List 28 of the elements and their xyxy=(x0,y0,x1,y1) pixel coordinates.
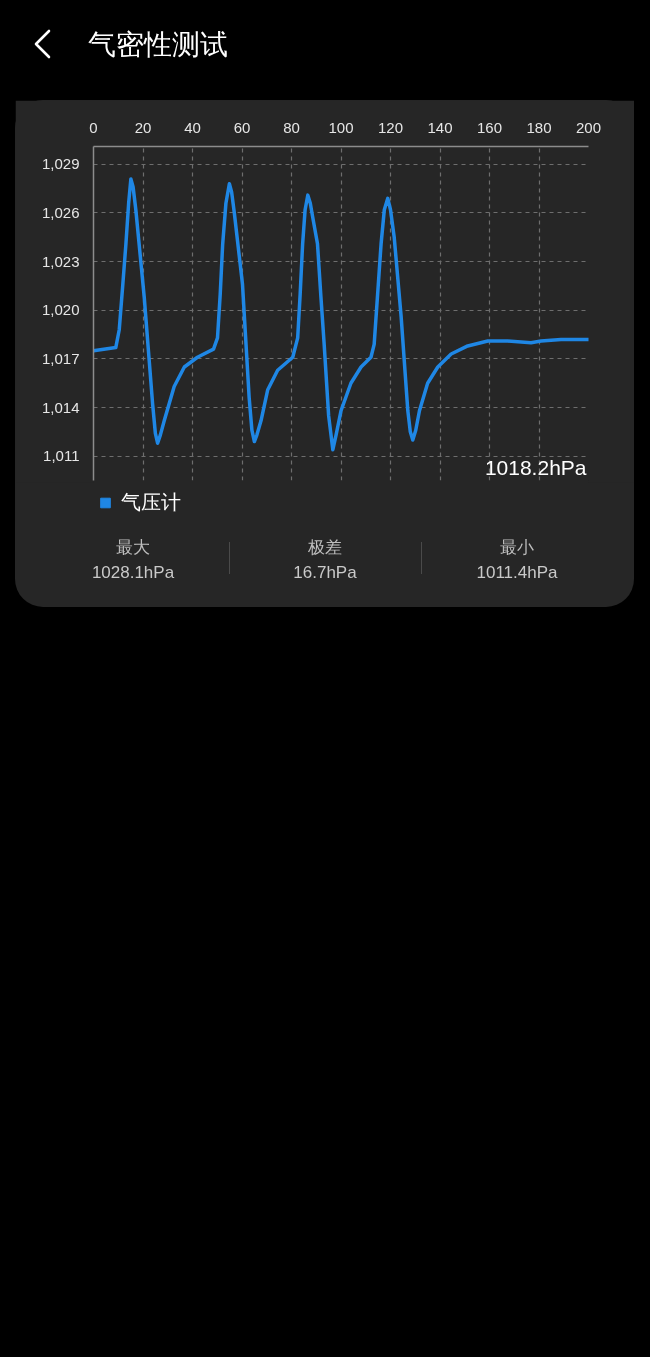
text: 极差 xyxy=(307,538,343,558)
y-tick-label: 1,011 xyxy=(43,447,80,465)
text: 1011.4hPa xyxy=(475,563,559,583)
legend-label: 气压计 xyxy=(121,489,181,515)
y-tick-label: 1,023 xyxy=(41,252,80,270)
y-tick-label: 1,014 xyxy=(41,398,80,416)
x-tick-label: 100 xyxy=(328,118,354,136)
text: 1028.1hPa xyxy=(90,563,176,583)
x-tick-label: 140 xyxy=(427,118,453,136)
x-tick-label: 20 xyxy=(134,118,152,136)
line-series xyxy=(93,177,589,452)
y-tick-label: 1,020 xyxy=(41,301,80,319)
x-tick-label: 60 xyxy=(233,118,251,136)
y-tick-label: 1,029 xyxy=(41,155,80,173)
text: 最大 xyxy=(115,538,151,558)
annotation: 1018.2hPa xyxy=(484,455,587,479)
x-tick-label: 120 xyxy=(377,118,404,136)
y-tick-label: 1,026 xyxy=(41,203,80,221)
x-tick-label: 180 xyxy=(526,118,552,136)
text: 最小 xyxy=(499,538,535,558)
text: 16.7hPa xyxy=(292,563,358,583)
x-tick-label: 160 xyxy=(476,118,503,136)
x-tick-label: 0 xyxy=(89,118,98,136)
chart-title: 气密性测试 xyxy=(88,28,228,62)
x-tick-label: 80 xyxy=(283,118,300,136)
x-tick-label: 200 xyxy=(575,118,602,136)
y-tick-label: 1,017 xyxy=(41,349,80,367)
x-tick-label: 40 xyxy=(184,118,201,136)
